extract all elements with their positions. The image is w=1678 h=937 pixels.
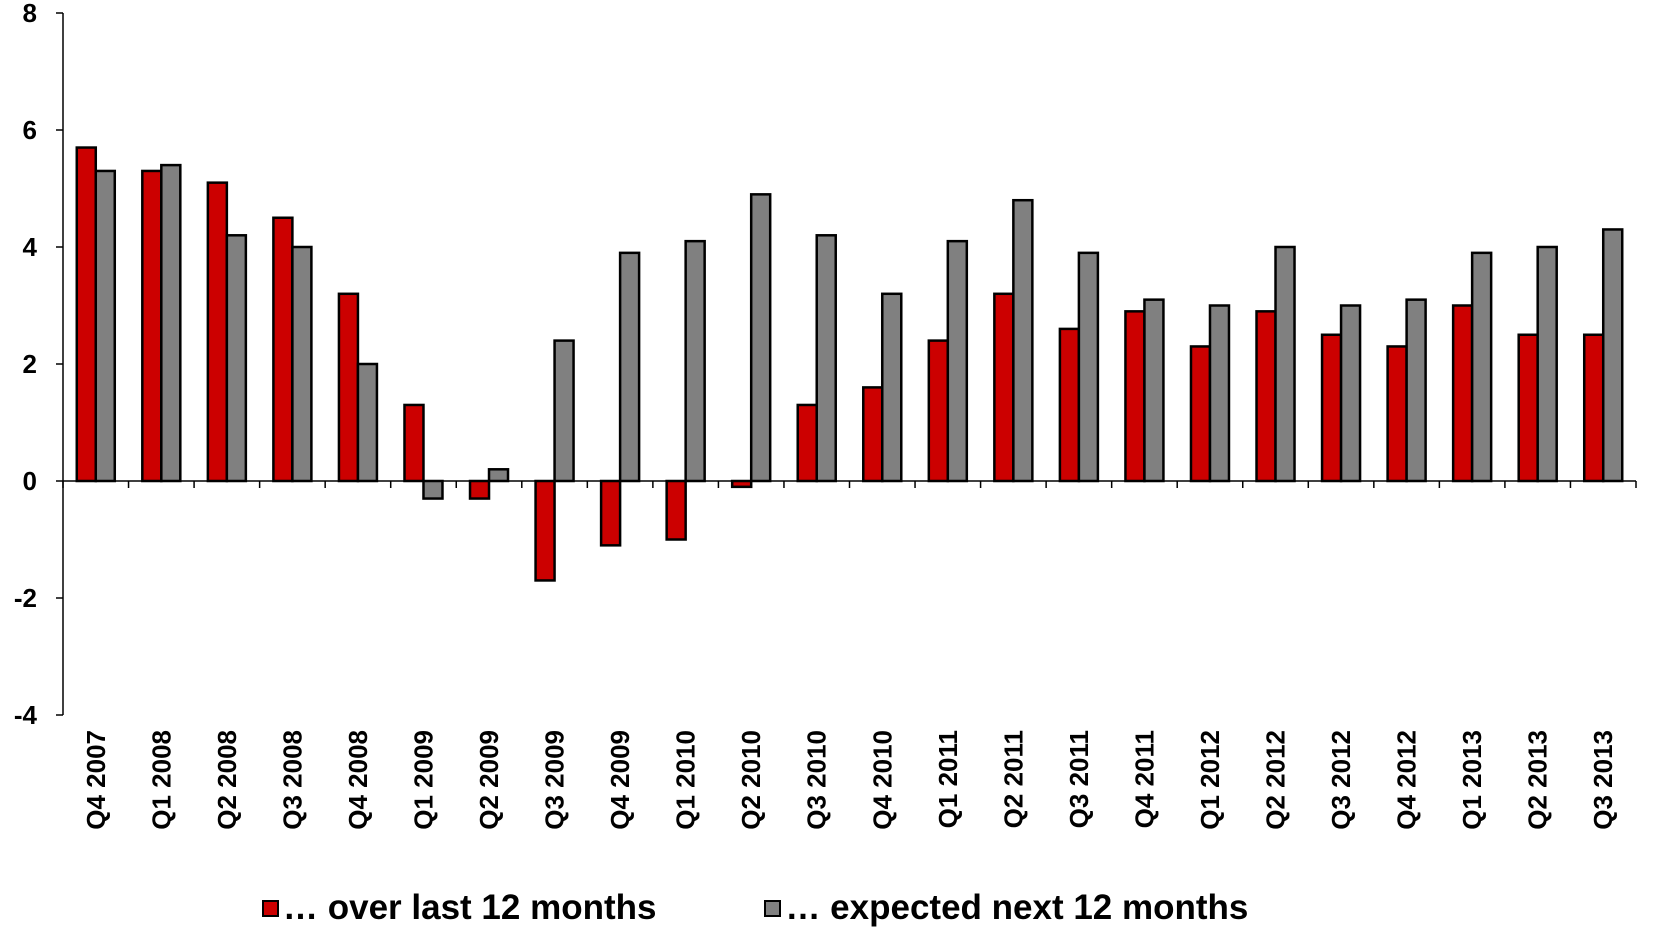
bar-series-1 [665, 479, 687, 541]
bar-series-2 [225, 234, 248, 483]
bar-series-2 [946, 239, 969, 483]
bar-series-2 [487, 468, 510, 483]
bar-series-1 [1451, 304, 1474, 483]
y-tick-label: -2 [14, 583, 37, 613]
bar-series-2 [1012, 198, 1034, 483]
legend-item-series-1: … over last 12 months [262, 888, 656, 928]
bar-series-1 [141, 169, 163, 483]
y-tick-label: 8 [23, 0, 37, 28]
bar-series-2 [1208, 304, 1231, 483]
x-axis: Q4 2007 Q1 2008 Q2 2008 Q3 2008 Q4 2008 Q1 20… [62, 480, 1637, 830]
x-tick-label: Q1 2011 [933, 730, 963, 828]
x-tick-label: Q1 2012 [1195, 730, 1225, 830]
x-tick-label: Q2 2009 [474, 730, 504, 830]
y-tick-label: 0 [23, 466, 37, 496]
legend-label-series-2: … expected next 12 months [785, 888, 1249, 927]
bar-series-2 [553, 339, 575, 483]
y-tick-label: 4 [23, 232, 38, 262]
legend-swatch-red [262, 899, 279, 917]
x-tick-label: Q1 2013 [1457, 730, 1487, 830]
bar-series-2 [1601, 228, 1624, 483]
x-tick-label: Q3 2013 [1588, 730, 1618, 830]
x-tick-label: Q2 2012 [1261, 730, 1291, 830]
bar-series-2 [422, 479, 444, 500]
legend-item-series-2: … expected next 12 months [764, 888, 1248, 928]
x-tick-label: Q1 2010 [671, 730, 701, 830]
bar-series-1 [1058, 327, 1081, 483]
x-tick-label: Q3 2009 [540, 730, 570, 830]
bar-series-1 [599, 479, 622, 547]
legend: … over last 12 months … expected next 12… [262, 888, 1356, 928]
bar-series-2 [684, 239, 706, 483]
bar-series-2 [291, 245, 313, 483]
x-tick-label: Q2 2010 [736, 730, 766, 830]
bar-series-1 [1386, 345, 1408, 483]
bar-series-1 [403, 403, 425, 483]
bar-series-1 [272, 216, 294, 483]
bar-series-1 [927, 339, 950, 483]
bar-series-2 [1077, 251, 1100, 483]
bar-series-1 [75, 146, 98, 483]
bar-series-1 [862, 386, 884, 483]
bar-series-2 [1274, 245, 1296, 483]
bar-series-2 [356, 362, 379, 483]
bar-series-1 [796, 403, 818, 483]
y-tick-label: -4 [14, 700, 38, 730]
x-tick-label: Q3 2010 [802, 730, 832, 830]
x-tick-label: Q2 2008 [212, 730, 242, 830]
x-tick-label: Q4 2009 [605, 730, 635, 830]
bar-series-2 [815, 234, 837, 483]
bar-series-2 [1405, 298, 1427, 483]
x-tick-label: Q2 2013 [1523, 730, 1553, 830]
y-tick-label: 6 [23, 115, 37, 145]
bar-series-1 [534, 479, 556, 582]
bar-series-1 [1124, 310, 1146, 483]
y-axis: 8 6 4 2 0 -2 -4 [14, 0, 64, 730]
x-tick-label: Q4 2010 [867, 730, 897, 830]
x-tick-label: Q3 2011 [1064, 730, 1094, 828]
bars [75, 146, 1624, 582]
bar-series-2 [94, 169, 117, 483]
bar-series-1 [1255, 310, 1277, 483]
bar-series-2 [1339, 304, 1362, 483]
x-tick-label: Q1 2009 [408, 730, 438, 830]
bar-series-1 [1189, 345, 1212, 483]
bar-series-2 [1470, 251, 1493, 483]
x-tick-label: Q2 2011 [998, 730, 1028, 828]
bar-series-2 [1143, 298, 1165, 483]
bar-series-1 [206, 181, 229, 483]
bar-series-1 [337, 292, 360, 483]
legend-swatch-gray [764, 899, 782, 917]
x-tick-label: Q3 2008 [277, 730, 307, 830]
bar-series-1 [1582, 333, 1605, 483]
bar-series-1 [993, 292, 1015, 483]
bar-series-2 [1536, 245, 1558, 483]
x-tick-label: Q4 2008 [343, 730, 373, 830]
bar-series-1 [1517, 333, 1539, 483]
x-tick-label: Q3 2012 [1326, 730, 1356, 830]
bar-series-2 [160, 163, 182, 483]
x-tick-label: Q1 2008 [146, 730, 176, 830]
bar-series-1 [1320, 333, 1343, 483]
bar-series-2 [881, 292, 903, 483]
bar-series-2 [618, 251, 641, 483]
x-tick-label: Q4 2007 [81, 730, 111, 830]
bar-series-2 [749, 193, 772, 483]
y-tick-label: 2 [23, 349, 37, 379]
legend-label-series-1: … over last 12 months [283, 888, 657, 927]
bar-series-1 [468, 479, 491, 500]
x-tick-label: Q4 2012 [1392, 730, 1422, 830]
bar-series-1 [730, 479, 753, 489]
x-tick-label: Q4 2011 [1129, 730, 1159, 828]
